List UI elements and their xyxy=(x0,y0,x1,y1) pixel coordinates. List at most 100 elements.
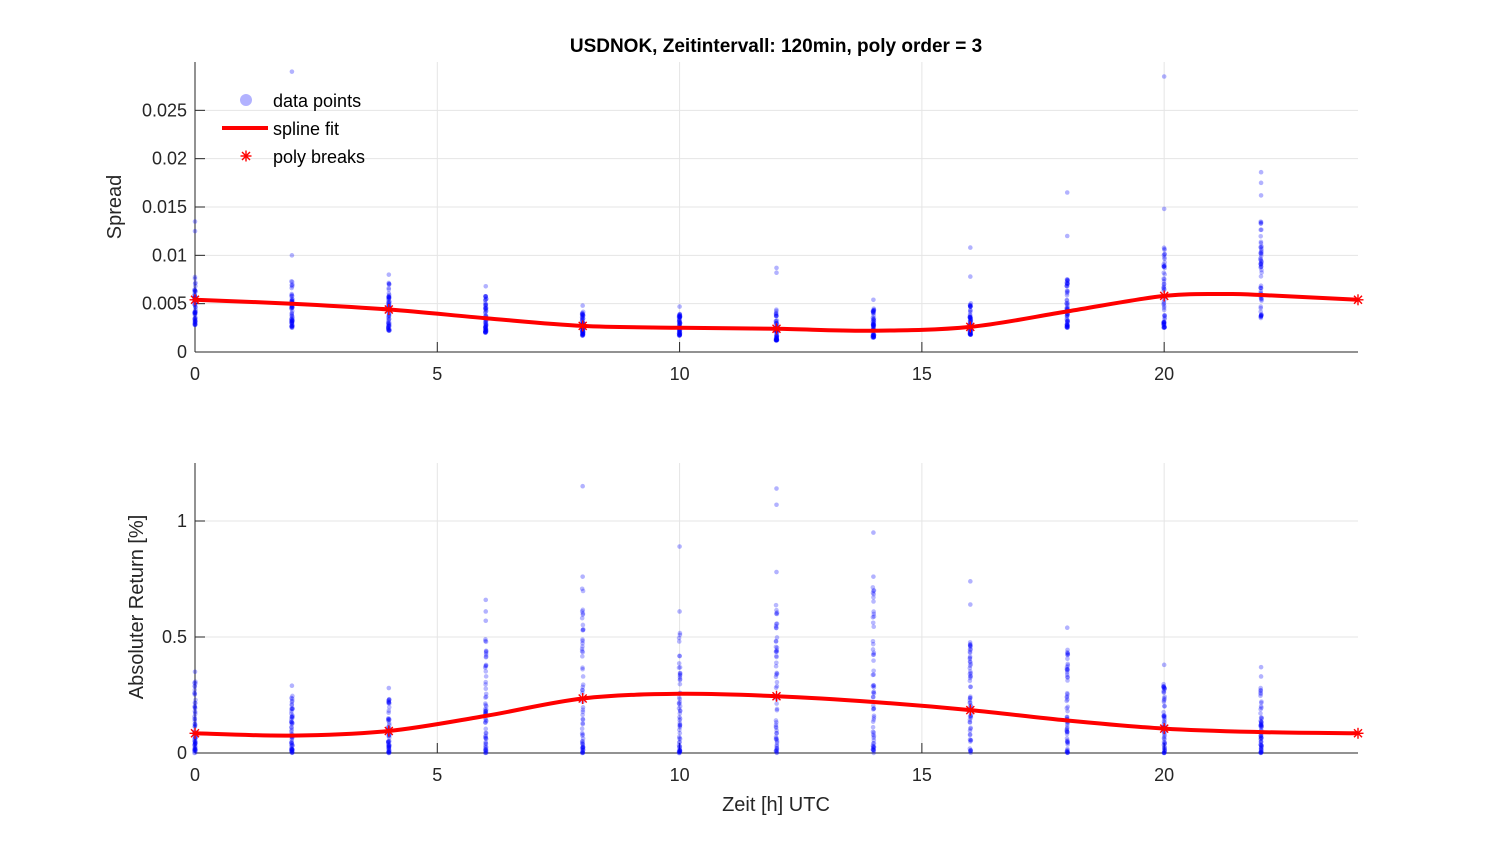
data-point xyxy=(483,321,489,326)
data-point xyxy=(1064,749,1070,754)
data-point xyxy=(871,715,877,720)
data-point xyxy=(579,687,585,693)
data-point xyxy=(967,315,973,320)
data-point xyxy=(677,311,683,317)
data-point xyxy=(483,733,489,739)
data-point xyxy=(967,732,973,737)
data-point xyxy=(1065,652,1070,658)
data-point xyxy=(192,705,198,710)
data-point xyxy=(774,740,780,746)
data-point xyxy=(580,313,586,318)
data-point xyxy=(967,656,973,662)
data-point xyxy=(289,750,295,755)
data-point xyxy=(192,322,198,328)
data-point xyxy=(1258,295,1264,301)
data-point xyxy=(968,673,973,679)
data-point xyxy=(483,320,488,326)
data-point xyxy=(967,749,973,754)
data-point xyxy=(676,314,682,320)
data-point xyxy=(483,329,488,335)
data-point xyxy=(483,305,489,311)
data-point xyxy=(483,294,489,299)
data-point xyxy=(967,647,973,652)
data-point xyxy=(871,334,877,340)
data-point xyxy=(192,740,198,746)
data-point xyxy=(1065,704,1071,710)
data-point xyxy=(1161,713,1167,719)
data-point xyxy=(386,320,392,326)
data-point xyxy=(1258,261,1264,266)
data-point xyxy=(774,672,779,677)
data-point xyxy=(580,746,586,751)
data-point xyxy=(193,307,198,312)
data-point xyxy=(192,320,198,325)
data-point xyxy=(289,312,295,318)
data-point xyxy=(774,647,780,653)
data-point xyxy=(579,331,585,337)
data-point xyxy=(580,333,585,338)
data-point xyxy=(871,334,876,339)
data-point xyxy=(967,304,973,310)
data-point xyxy=(580,744,586,750)
data-point xyxy=(289,742,294,747)
data-point xyxy=(193,321,198,327)
data-point xyxy=(580,330,585,335)
data-point xyxy=(676,701,682,707)
data-point xyxy=(1259,743,1264,748)
data-point xyxy=(386,301,392,306)
data-point xyxy=(677,714,682,720)
data-point xyxy=(1162,313,1167,319)
data-point xyxy=(386,326,391,332)
data-point xyxy=(1161,307,1167,313)
data-point xyxy=(289,743,294,749)
y-tick-label: 0.01 xyxy=(152,245,187,265)
data-point xyxy=(967,737,973,742)
data-point xyxy=(1258,715,1264,720)
data-point xyxy=(1161,206,1167,212)
data-point xyxy=(482,300,488,306)
data-point xyxy=(192,708,198,714)
data-point xyxy=(676,639,682,644)
data-point xyxy=(1258,739,1264,745)
data-point xyxy=(192,692,198,697)
data-point xyxy=(773,638,779,644)
data-point xyxy=(870,683,876,689)
data-point xyxy=(1065,318,1071,324)
bottom-axes: 0 5 10 15 20 0 0.5 1 xyxy=(162,463,1364,785)
data-point xyxy=(774,750,780,755)
x-tick-label: 15 xyxy=(912,364,932,384)
data-point xyxy=(967,720,973,725)
data-point xyxy=(773,336,779,341)
data-point xyxy=(870,333,876,338)
data-point xyxy=(1161,681,1166,687)
data-point xyxy=(677,717,682,723)
data-point xyxy=(1258,264,1264,269)
data-point xyxy=(192,742,197,748)
data-point xyxy=(386,282,392,287)
data-point xyxy=(580,314,585,320)
data-point xyxy=(968,647,974,652)
data-point xyxy=(1161,319,1167,325)
data-point xyxy=(289,749,295,755)
data-point xyxy=(1258,219,1263,224)
data-point xyxy=(676,706,682,711)
data-point xyxy=(774,745,780,751)
data-point xyxy=(1259,267,1264,273)
data-point xyxy=(676,313,682,319)
x-tick-label: 0 xyxy=(190,765,200,785)
poly-breaks xyxy=(189,690,1364,739)
data-point xyxy=(870,747,876,752)
data-point xyxy=(1161,690,1166,695)
data-point xyxy=(773,338,779,343)
data-point xyxy=(1161,305,1167,311)
data-point xyxy=(871,334,877,340)
data-point xyxy=(870,308,876,314)
data-point xyxy=(1259,270,1264,275)
data-point xyxy=(580,750,586,755)
data-point xyxy=(870,729,876,735)
data-point xyxy=(1258,193,1264,198)
data-point xyxy=(580,331,586,337)
data-point xyxy=(289,724,294,730)
data-point xyxy=(1064,667,1070,672)
